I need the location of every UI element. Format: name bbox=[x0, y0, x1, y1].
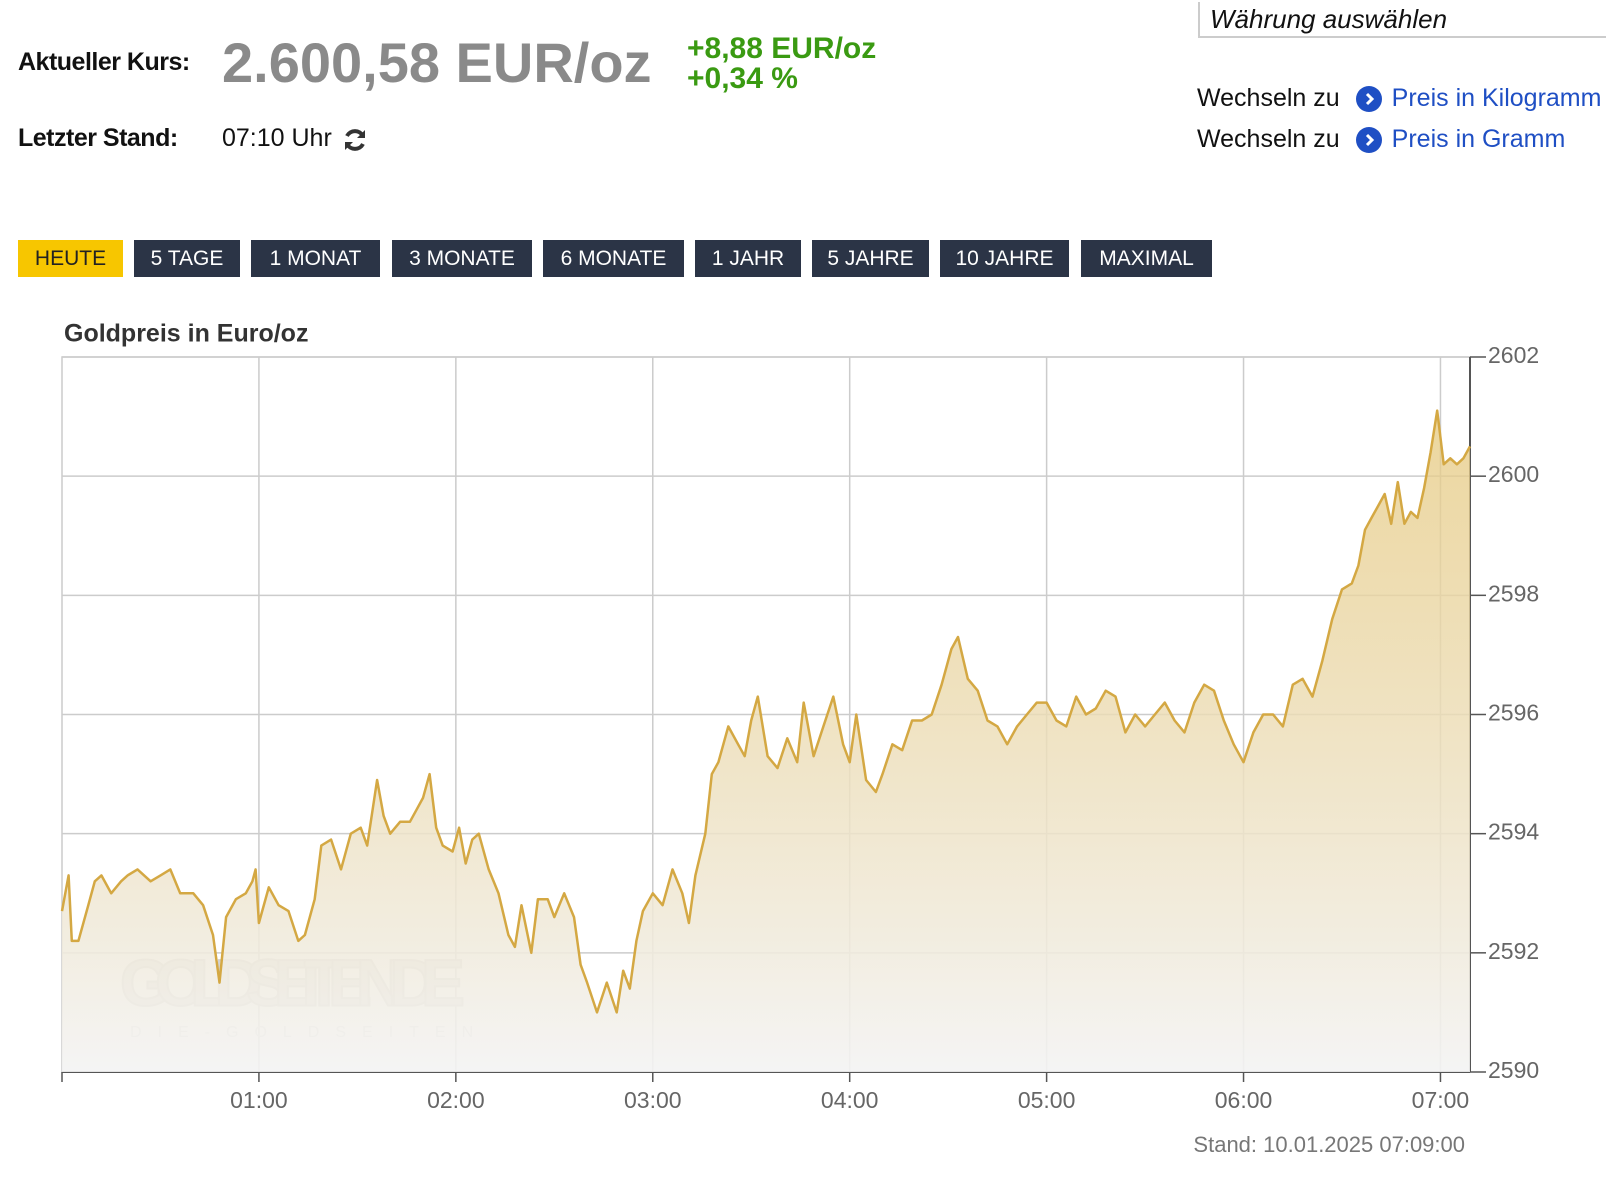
time: 07:10 Uhr bbox=[222, 124, 332, 152]
range-tab[interactable]: 1 MONAT bbox=[251, 240, 380, 277]
chart-title: Goldpreis in Euro/oz bbox=[64, 320, 308, 348]
link-prefix: Wechseln zu bbox=[1197, 125, 1340, 153]
y-tick-label: 2598 bbox=[1488, 580, 1539, 606]
link[interactable]: Preis in Kilogramm bbox=[1391, 84, 1602, 112]
x-tick-label: 05:00 bbox=[1018, 1087, 1076, 1113]
chart-footer: Stand: 10.01.2025 07:09:00 bbox=[1193, 1132, 1465, 1157]
x-tick-label: 07:00 bbox=[1412, 1087, 1470, 1113]
x-tick-label: 02:00 bbox=[427, 1087, 485, 1113]
y-tick-label: 2596 bbox=[1488, 700, 1539, 726]
link-icon bbox=[1355, 126, 1382, 153]
change-pct: +0,34 % bbox=[687, 62, 798, 95]
range-tab[interactable]: 5 JAHRE bbox=[812, 240, 929, 277]
y-tick-label: 2602 bbox=[1488, 342, 1539, 368]
link[interactable]: Preis in Gramm bbox=[1391, 125, 1566, 153]
area-fill bbox=[62, 410, 1470, 1073]
x-tick-label: 04:00 bbox=[821, 1087, 879, 1113]
price-line bbox=[60, 409, 1472, 1014]
y-tick-label: 2600 bbox=[1488, 461, 1539, 487]
x-tick-label: 06:00 bbox=[1215, 1087, 1273, 1113]
link-prefix: Wechseln zu bbox=[1197, 84, 1340, 112]
price-label: Aktueller Kurs: bbox=[18, 48, 190, 76]
x-tick-label: 03:00 bbox=[624, 1087, 682, 1113]
range-tab[interactable]: 5 TAGE bbox=[134, 240, 240, 277]
range-tab[interactable]: 10 JAHRE bbox=[940, 240, 1069, 277]
range-tab[interactable]: HEUTE bbox=[18, 240, 123, 277]
price: 2.600,58 EUR/oz bbox=[222, 31, 652, 94]
y-tick-label: 2594 bbox=[1488, 819, 1539, 845]
y-tick-label: 2592 bbox=[1488, 938, 1539, 964]
link-row: Wechseln zu Preis in Kilogramm bbox=[1197, 84, 1601, 113]
x-tick-label: 01:00 bbox=[230, 1087, 288, 1113]
range-tab[interactable]: MAXIMAL bbox=[1081, 240, 1212, 277]
select-text: Währung auswählen bbox=[1210, 4, 1448, 34]
range-tab[interactable]: 1 JAHR bbox=[695, 240, 801, 277]
refresh-icon[interactable] bbox=[342, 127, 368, 153]
range-tab[interactable]: 3 MONATE bbox=[392, 240, 532, 277]
chart: Goldpreis in Euro/oz 2590 2592 2594 2596 259… bbox=[60, 320, 1539, 1157]
link-row: Wechseln zu Preis in Gramm bbox=[1197, 125, 1565, 154]
change-abs: +8,88 EUR/oz bbox=[687, 32, 877, 65]
link-icon bbox=[1355, 85, 1382, 112]
range-tab[interactable]: 6 MONATE bbox=[543, 240, 684, 277]
time-label: Letzter Stand: bbox=[18, 124, 178, 152]
y-tick-label: 2590 bbox=[1488, 1057, 1539, 1083]
currency-select[interactable]: Währung auswählen bbox=[1198, 2, 1606, 38]
